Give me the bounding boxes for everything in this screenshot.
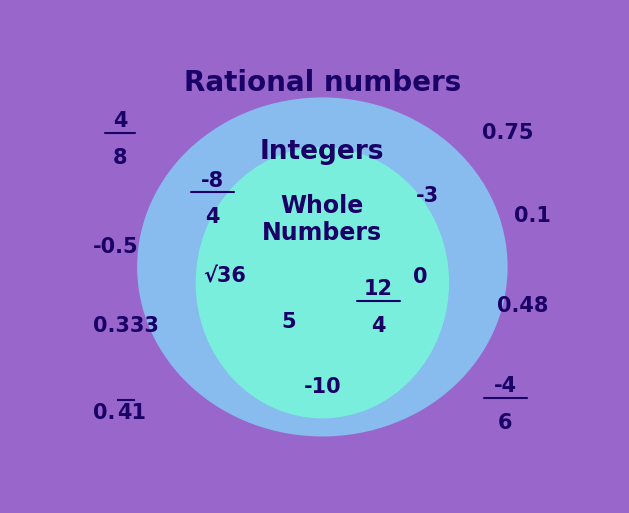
Text: 0: 0 <box>413 267 427 287</box>
Text: 0.48: 0.48 <box>496 297 548 317</box>
Text: -10: -10 <box>304 378 341 398</box>
Text: -4: -4 <box>494 376 517 396</box>
Text: 0.1: 0.1 <box>513 206 550 226</box>
Text: 12: 12 <box>364 280 393 300</box>
Text: Whole
Numbers: Whole Numbers <box>262 194 382 245</box>
Text: 4: 4 <box>206 207 220 227</box>
Text: √36: √36 <box>203 267 247 287</box>
Text: 0.333: 0.333 <box>93 316 159 336</box>
Text: -0.5: -0.5 <box>93 237 139 257</box>
Text: 0.: 0. <box>93 403 116 423</box>
Text: Rational numbers: Rational numbers <box>184 69 461 97</box>
Text: 0.75: 0.75 <box>482 123 533 143</box>
Text: -8: -8 <box>201 171 225 191</box>
Text: 5: 5 <box>281 312 296 332</box>
Text: 4: 4 <box>371 316 386 336</box>
Text: -3: -3 <box>416 186 439 206</box>
Text: 6: 6 <box>498 412 513 432</box>
Text: 4: 4 <box>113 111 127 131</box>
Ellipse shape <box>196 147 449 419</box>
Text: 41: 41 <box>116 403 146 423</box>
Text: Integers: Integers <box>260 140 384 165</box>
Text: 8: 8 <box>113 148 127 168</box>
Ellipse shape <box>137 97 508 437</box>
